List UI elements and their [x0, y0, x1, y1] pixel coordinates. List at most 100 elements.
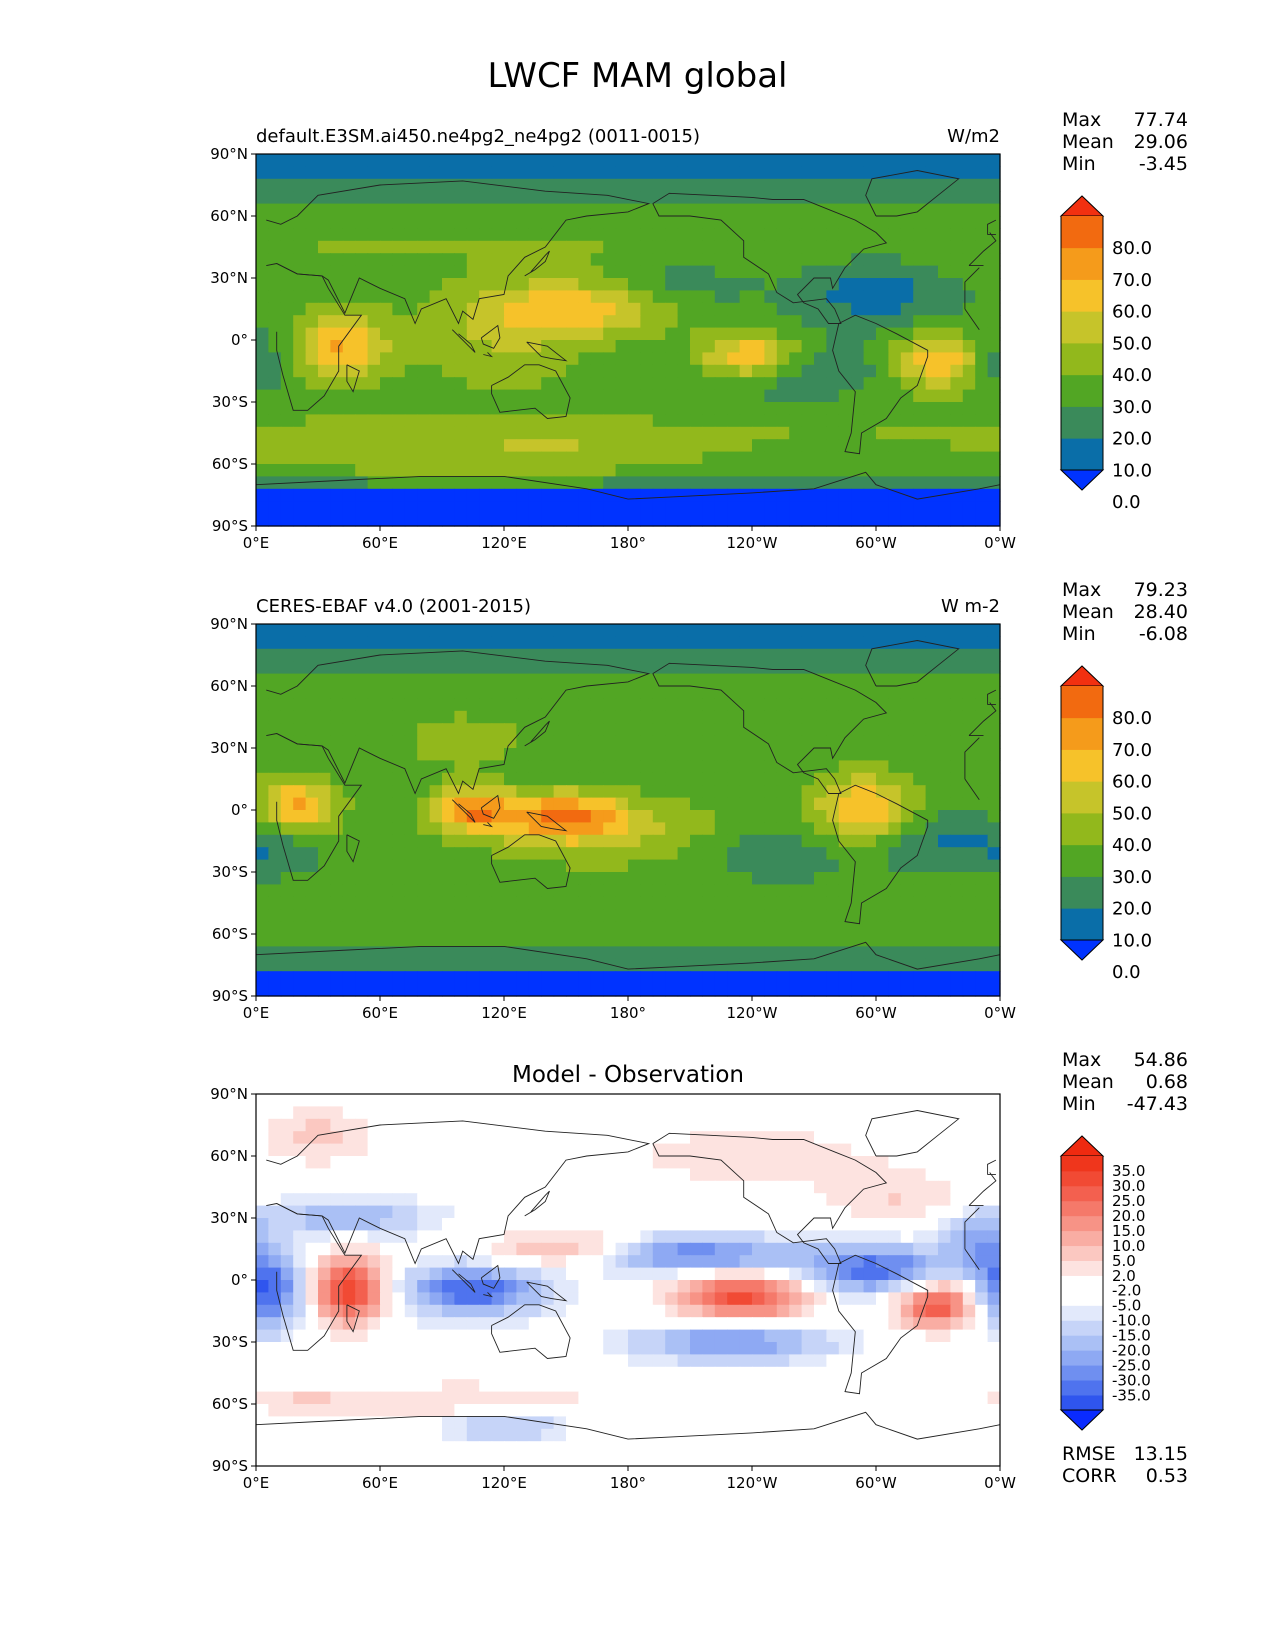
field-cell [553, 302, 567, 316]
field-cell [801, 228, 815, 242]
field-cell [429, 624, 443, 637]
field-cell [342, 785, 356, 799]
field-cell [789, 1168, 803, 1182]
field-cell [702, 476, 716, 490]
field-cell [628, 377, 641, 391]
field-cell [367, 686, 381, 699]
field-cell [962, 1106, 976, 1120]
field-cell [342, 834, 356, 848]
field-cell [851, 624, 865, 637]
field-cell [603, 253, 617, 267]
field-cell [404, 464, 418, 477]
field-cell [590, 501, 604, 515]
field-cell [318, 464, 331, 477]
field-cell [417, 661, 431, 675]
field-cell [342, 240, 356, 254]
field-cell [280, 624, 294, 637]
field-cell [578, 1292, 592, 1306]
field-cell [962, 340, 976, 353]
field-cell [355, 636, 369, 650]
field-cell [566, 698, 579, 712]
field-cell [628, 872, 641, 885]
field-cell [578, 1280, 592, 1293]
field-cell [950, 624, 964, 637]
field-cell [665, 364, 679, 378]
field-cell [987, 203, 1001, 217]
field-cell [355, 698, 369, 712]
field-cell [752, 327, 765, 341]
field-cell [528, 315, 542, 329]
field-cell [541, 698, 555, 712]
field-cell [429, 352, 443, 366]
field-cell [466, 265, 480, 279]
field-cell [318, 1193, 331, 1207]
field-cell [702, 1205, 716, 1219]
field-cell [380, 228, 393, 242]
field-cell [454, 723, 468, 737]
field-cell [950, 253, 964, 267]
field-cell [714, 909, 728, 923]
field-cell [305, 760, 319, 774]
field-cell [925, 921, 939, 935]
field-cell [801, 909, 815, 923]
field-cell [975, 661, 989, 675]
field-cell [392, 166, 406, 180]
field-cell [801, 983, 815, 997]
field-cell [677, 426, 691, 440]
field-cell [454, 216, 468, 229]
field-cell [962, 302, 976, 316]
field-cell [268, 389, 282, 403]
field-cell [566, 1131, 579, 1145]
field-cell [665, 340, 679, 353]
field-cell [863, 648, 877, 662]
field-cell [330, 327, 344, 341]
field-cell [330, 302, 344, 316]
field-cell [305, 178, 319, 192]
field-cell [888, 377, 902, 391]
field-cell [739, 1292, 753, 1306]
field-cell [417, 377, 431, 391]
field-cell [863, 946, 877, 960]
field-cell [888, 253, 902, 267]
field-cell [553, 476, 567, 490]
field-cell [677, 439, 691, 453]
field-cell [603, 872, 617, 885]
field-cell [962, 414, 976, 428]
field-cell [280, 884, 294, 898]
field-cell [776, 1168, 790, 1182]
field-cell [541, 191, 555, 205]
field-cell [528, 513, 542, 527]
field-cell [838, 958, 852, 972]
field-cell [367, 315, 381, 329]
field-cell [838, 934, 852, 947]
field-cell [814, 834, 827, 848]
field-cell [690, 797, 703, 811]
field-cell [826, 1242, 840, 1256]
field-cell [876, 710, 889, 724]
field-cell [305, 352, 319, 366]
field-cell [925, 228, 939, 242]
field-cell [863, 958, 877, 972]
field-cell [429, 909, 443, 923]
field-cell [938, 278, 951, 291]
field-cell [528, 673, 542, 687]
field-cell [975, 1292, 989, 1306]
field-cell [429, 340, 443, 353]
field-cell [578, 772, 592, 786]
field-cell [479, 760, 493, 774]
field-cell [293, 414, 307, 428]
field-cell [628, 921, 641, 935]
field-cell [876, 377, 889, 391]
field-cell [851, 686, 865, 699]
field-cell [739, 810, 753, 823]
field-cell [776, 364, 790, 378]
field-cell [888, 203, 902, 217]
field-cell [429, 1317, 443, 1331]
field-cell [714, 1118, 728, 1132]
field-cell [690, 166, 703, 180]
field-cell [504, 240, 517, 254]
field-cell [690, 946, 703, 960]
field-cell [603, 1193, 617, 1207]
field-cell [640, 1143, 654, 1157]
field-cell [801, 253, 815, 267]
